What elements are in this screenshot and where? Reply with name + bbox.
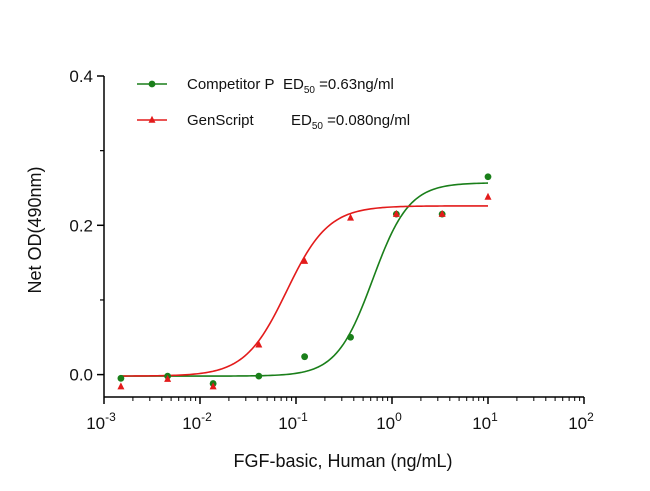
data-point-triangle — [117, 382, 125, 390]
data-point-triangle — [438, 209, 446, 217]
legend-ed50-label: ED — [283, 76, 304, 93]
data-point-circle — [255, 372, 263, 380]
y-ticks: 0.0 0.2 0.4 — [69, 67, 104, 385]
fit-curves — [120, 182, 489, 377]
data-point-circle — [301, 353, 309, 361]
y-tick-label: 0.4 — [69, 67, 93, 86]
x-tick-label: 101 — [472, 410, 498, 433]
fit-curve — [120, 205, 489, 377]
x-tick-label: 100 — [376, 410, 402, 433]
data-point-triangle — [347, 213, 355, 221]
legend-ed50-value: =0.080ng/ml — [323, 112, 410, 129]
data-markers — [117, 173, 492, 390]
data-point-triangle — [301, 256, 309, 264]
x-axis-title: FGF-basic, Human (ng/mL) — [233, 451, 452, 471]
x-tick-base: 10 — [472, 414, 491, 433]
legend-ed50-subscript: 50 — [304, 85, 316, 96]
x-tick-base: 10 — [182, 414, 201, 433]
x-tick-base: 10 — [278, 414, 297, 433]
data-point-triangle — [484, 192, 492, 200]
legend-ed50-value: =0.63ng/ml — [315, 76, 394, 93]
x-tick-exponent: -3 — [105, 410, 116, 424]
x-tick-exponent: -2 — [201, 410, 212, 424]
y-tick-label: 0.2 — [69, 216, 93, 235]
x-tick-label: 10-1 — [278, 410, 308, 433]
data-point-circle — [347, 333, 354, 341]
y-tick-label: 0.0 — [69, 366, 93, 385]
x-tick-label: 102 — [568, 410, 594, 433]
legend-marker — [148, 80, 156, 88]
x-tick-exponent: -1 — [297, 410, 308, 424]
legend-ed50: ED50 =0.080ng/ml — [291, 112, 410, 132]
x-tick-exponent: 1 — [491, 410, 498, 424]
x-tick-label: 10-2 — [182, 410, 212, 433]
x-ticks: 10-3 10-2 10-1 100 101 102 — [86, 397, 594, 433]
legend-ed50-subscript: 50 — [312, 121, 324, 132]
x-tick-exponent: 2 — [587, 410, 594, 424]
data-point-circle — [117, 374, 125, 382]
legend-ed50-label: ED — [291, 112, 312, 129]
data-point-triangle — [164, 374, 172, 382]
fit-curve — [120, 182, 489, 377]
x-tick-label: 10-3 — [86, 410, 116, 433]
legend-series-name: Competitor P — [187, 76, 275, 93]
legend-ed50: ED50 =0.63ng/ml — [283, 76, 394, 96]
legend-marker — [148, 115, 156, 123]
data-point-circle — [484, 173, 492, 181]
x-tick-base: 10 — [86, 414, 105, 433]
data-point-triangle — [392, 209, 400, 217]
x-tick-base: 10 — [376, 414, 395, 433]
data-point-triangle — [255, 340, 263, 348]
legend-series-name: GenScript — [187, 112, 255, 129]
axes: 0.00.20.4 10-3 10-2 10-1 100 101 102 — [69, 67, 594, 433]
x-tick-exponent: 0 — [395, 410, 402, 424]
x-tick-base: 10 — [568, 414, 587, 433]
data-point-triangle — [209, 382, 217, 390]
y-axis-title: Net OD(490nm) — [25, 166, 45, 293]
